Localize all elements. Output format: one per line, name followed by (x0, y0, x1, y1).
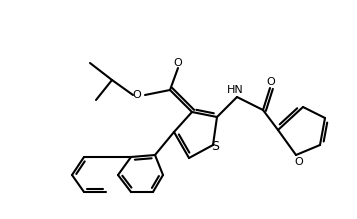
Text: S: S (211, 141, 219, 154)
Text: O: O (174, 58, 182, 68)
Text: O: O (267, 77, 275, 87)
Text: HN: HN (227, 85, 243, 95)
Text: O: O (132, 90, 141, 100)
Text: O: O (295, 157, 303, 167)
